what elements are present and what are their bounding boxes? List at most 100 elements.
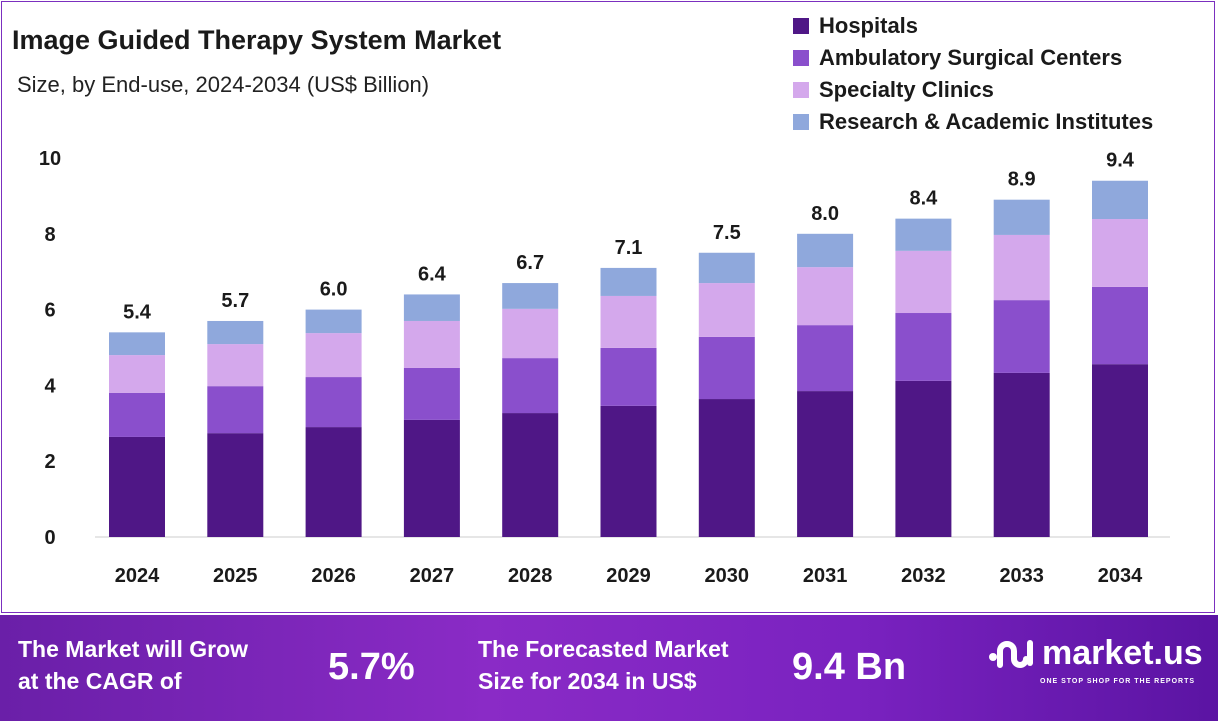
bar-segment-research-academic-institutes [797,233,854,268]
bar-segment-hospitals [207,433,264,537]
x-tick-label: 2028 [508,565,553,587]
y-tick-label: 8 [44,224,55,246]
x-tick-label: 2030 [705,565,750,587]
bar-total-label: 8.4 [909,188,938,210]
cagr-value: 5.7% [328,646,415,688]
brand-name: market.us [1042,634,1203,672]
x-tick-label: 2034 [1098,565,1143,587]
legend-label: Hospitals [819,13,919,38]
bar-segment-ambulatory-surgical-centers [502,358,559,414]
bar-segment-hospitals [305,427,362,537]
chart-frame [1,1,1215,613]
bar-segment-research-academic-institutes [600,267,657,296]
bar-total-label: 9.4 [1106,150,1135,172]
legend-item: Hospitals [793,10,1153,42]
legend: Hospitals Ambulatory Surgical Centers Spec… [793,10,1153,138]
bar-segment-hospitals [403,419,460,537]
bar-segment-hospitals [109,436,165,537]
bar-segment-hospitals [993,372,1050,537]
footer-banner: The Market will Grow at the CAGR of 5.7%… [0,615,1218,721]
bar-segment-ambulatory-surgical-centers [698,336,755,400]
bar-segment-specialty-clinics [502,308,559,359]
bar-segment-research-academic-institutes [109,332,165,356]
bar-segment-research-academic-institutes [502,283,559,309]
legend-item: Ambulatory Surgical Centers [793,42,1153,74]
bar-segment-specialty-clinics [698,283,755,337]
bar-segment-hospitals [1092,364,1148,537]
brand-logo-icon [989,640,1033,668]
x-tick-label: 2026 [311,565,356,587]
bar-segment-ambulatory-surgical-centers [403,367,460,420]
bar-segment-hospitals [502,413,559,537]
bar-segment-specialty-clinics [207,344,264,387]
bar-segment-research-academic-institutes [698,252,755,284]
bar-total-label: 7.1 [615,237,643,259]
legend-label: Research & Academic Institutes [819,109,1154,134]
forecast-label-line2: Size for 2034 in US$ [478,668,697,694]
bar-total-label: 8.9 [1008,169,1036,191]
bar-segment-research-academic-institutes [895,218,952,251]
bar-segment-specialty-clinics [600,295,657,348]
x-tick-label: 2029 [606,565,651,587]
legend-swatch [793,50,809,66]
bar-total-label: 6.0 [320,279,348,301]
bar-segment-ambulatory-surgical-centers [305,377,362,428]
bar-segment-ambulatory-surgical-centers [895,313,952,381]
y-tick-label: 0 [44,527,55,549]
y-tick-label: 6 [44,300,55,322]
bar-segment-research-academic-institutes [993,199,1050,235]
forecast-label-line1: The Forecasted Market [478,636,729,662]
y-tick-label: 4 [44,375,56,397]
bar-segment-hospitals [698,399,755,537]
bar-segment-ambulatory-surgical-centers [109,392,165,437]
x-tick-label: 2033 [999,565,1044,587]
bar-segment-ambulatory-surgical-centers [797,325,854,392]
cagr-label-line1: The Market will Grow [18,636,249,662]
legend-label: Ambulatory Surgical Centers [819,45,1123,70]
legend-item: Research & Academic Institutes [793,106,1153,138]
bar-segment-research-academic-institutes [207,320,264,345]
legend-swatch [793,114,809,130]
y-tick-label: 10 [39,148,61,170]
bar-total-label: 7.5 [713,222,741,244]
bar-segment-specialty-clinics [993,234,1050,301]
x-tick-label: 2027 [410,565,455,587]
brand-logo: market.us [988,635,1203,671]
bar-total-label: 6.7 [516,252,544,274]
bar-segment-specialty-clinics [109,355,165,393]
bar-segment-specialty-clinics [1092,219,1148,287]
forecast-value: 9.4 Bn [792,646,907,688]
bar-total-label: 8.0 [811,203,839,225]
bar-total-label: 5.4 [123,301,152,323]
bar-segment-specialty-clinics [797,267,854,326]
bar-segment-specialty-clinics [305,333,362,378]
x-tick-label: 2031 [803,565,848,587]
legend-swatch [793,82,809,98]
bar-total-label: 5.7 [221,290,249,312]
y-tick-label: 2 [44,451,55,473]
bar-segment-hospitals [895,380,952,537]
bar-segment-ambulatory-surgical-centers [993,300,1050,373]
bar-segment-research-academic-institutes [403,294,460,321]
bar-segment-hospitals [797,391,854,537]
bar-segment-hospitals [600,405,657,537]
legend-item: Specialty Clinics [793,74,1153,106]
bar-segment-specialty-clinics [403,320,460,368]
bar-segment-specialty-clinics [895,250,952,314]
legend-label: Specialty Clinics [819,77,994,102]
cagr-label-line2: at the CAGR of [18,668,182,694]
bar-segment-research-academic-institutes [305,309,362,334]
bar-segment-ambulatory-surgical-centers [600,347,657,406]
x-tick-label: 2024 [115,565,160,587]
brand-tagline: ONE STOP SHOP FOR THE REPORTS [1040,678,1196,685]
x-tick-label: 2025 [213,565,258,587]
bar-segment-ambulatory-surgical-centers [1092,286,1148,365]
x-tick-label: 2032 [901,565,946,587]
chart-title: Image Guided Therapy System Market [12,25,502,55]
bar-segment-ambulatory-surgical-centers [207,386,264,434]
chart-subtitle: Size, by End-use, 2024-2034 (US$ Billion… [17,72,430,97]
bar-segment-research-academic-institutes [1092,180,1148,220]
bar-total-label: 6.4 [418,263,447,285]
bar-chart: 0 2 4 6 8 10 5.4 2024 5.7 2025 6.0 2026 6.4 2027 6.7 20… [39,148,1170,587]
legend-swatch [793,18,809,34]
